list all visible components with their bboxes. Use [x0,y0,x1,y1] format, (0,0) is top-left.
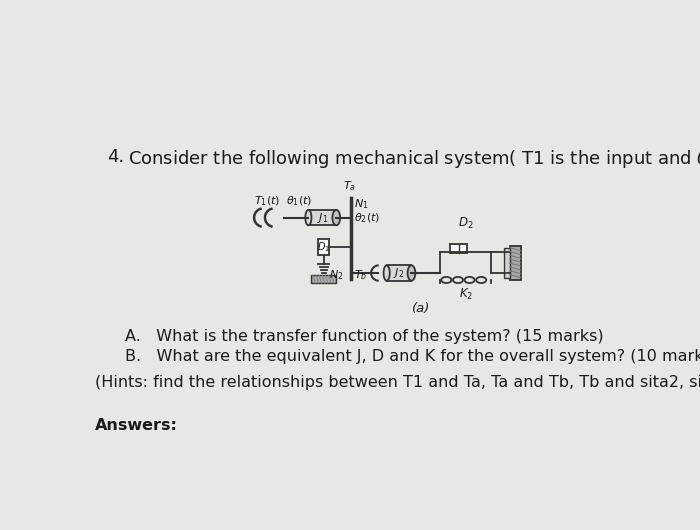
Text: B.   What are the equivalent J, D and K for the overall system? (10 marks): B. What are the equivalent J, D and K fo… [125,349,700,364]
Text: $\theta_2(t)$: $\theta_2(t)$ [354,211,380,225]
Text: $T_b$: $T_b$ [354,268,368,282]
Text: (a): (a) [412,302,430,315]
Ellipse shape [305,210,312,225]
Text: $T_1(t)$  $\theta_1(t)$: $T_1(t)$ $\theta_1(t)$ [254,195,312,208]
Text: A.   What is the transfer function of the system? (15 marks): A. What is the transfer function of the … [125,329,603,344]
Ellipse shape [384,266,390,281]
Ellipse shape [407,266,415,281]
Text: 4.: 4. [107,148,124,166]
Bar [505,248,510,278]
Bar [510,246,521,280]
Text: $D_2$: $D_2$ [458,216,473,232]
Text: $N_2$: $N_2$ [329,268,343,282]
Bar [309,210,336,225]
Text: (Hints: find the relationships between T1 and Ta, Ta and Tb, Tb and sita2, sita1: (Hints: find the relationships between T… [95,375,700,391]
Bar [312,276,336,283]
Text: $K_2$: $K_2$ [458,287,472,302]
Text: $N_1$: $N_1$ [354,198,369,211]
Bar [318,239,329,254]
Bar [386,266,412,281]
Ellipse shape [332,210,340,225]
Text: $J_1$: $J_1$ [316,210,328,225]
Text: Answers:: Answers: [95,418,178,433]
Text: $D_1$: $D_1$ [317,240,330,254]
Bar [450,244,468,253]
Text: $J_2$: $J_2$ [393,266,405,280]
Text: $T_a$: $T_a$ [343,179,356,193]
Text: Consider the following mechanical system( T1 is the input and $\theta_2$ is the : Consider the following mechanical system… [128,148,700,170]
